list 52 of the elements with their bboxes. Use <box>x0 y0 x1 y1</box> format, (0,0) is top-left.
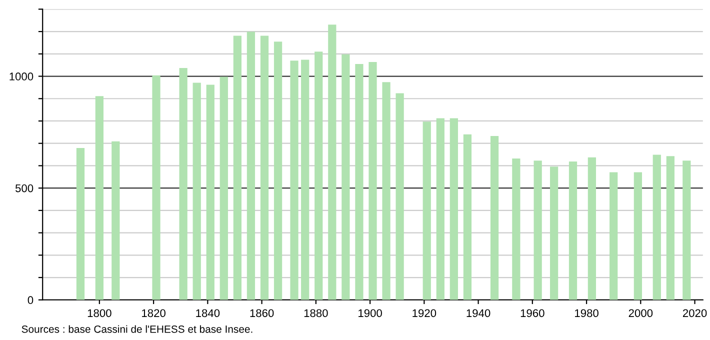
x-tick-label: 1860 <box>250 309 274 318</box>
x-tick-label: 1900 <box>358 309 382 318</box>
bar <box>436 118 444 300</box>
bar <box>422 122 431 300</box>
bar <box>290 60 298 300</box>
y-tick-label: 0 <box>28 296 34 304</box>
x-tick-label: 1840 <box>196 309 220 318</box>
y-tick-label: 1000 <box>10 72 34 80</box>
x-tick-label: 1960 <box>520 309 544 318</box>
bar <box>95 96 104 300</box>
bar <box>112 141 120 300</box>
bar <box>634 172 642 300</box>
bar <box>246 32 256 300</box>
x-tick-label: 1880 <box>304 309 328 318</box>
bar <box>314 52 323 300</box>
bar <box>463 134 472 300</box>
bar <box>568 161 578 300</box>
bar <box>220 76 228 300</box>
x-tick-label: 1920 <box>412 309 436 318</box>
bar <box>666 156 674 300</box>
bar <box>610 172 618 300</box>
bar <box>206 84 214 300</box>
bar <box>550 166 558 300</box>
bar <box>233 36 242 300</box>
x-tick-label: 2000 <box>628 309 653 318</box>
bar <box>382 82 390 300</box>
bar <box>490 136 499 300</box>
bar <box>192 82 201 300</box>
x-tick-label: 1980 <box>575 309 598 318</box>
x-tick-label: 1820 <box>142 309 166 318</box>
y-tick-label: 500 <box>15 184 34 192</box>
bar <box>682 160 691 300</box>
bar <box>512 158 520 300</box>
x-tick-label: 2020 <box>682 309 707 318</box>
bar <box>652 154 661 300</box>
bar <box>152 75 160 300</box>
bar <box>274 42 282 300</box>
bar <box>260 36 269 300</box>
bar <box>368 62 377 300</box>
bar <box>450 118 458 300</box>
bar <box>301 60 310 300</box>
bar <box>396 93 404 300</box>
bar <box>534 160 542 300</box>
bar <box>355 64 364 300</box>
bar <box>179 68 188 300</box>
bar <box>342 54 350 300</box>
x-tick-label: 1800 <box>88 309 112 318</box>
bar <box>76 148 85 300</box>
source-note: Sources : base Cassini de l'EHESS et base Insee. <box>22 325 252 333</box>
bar <box>328 24 336 300</box>
bar <box>588 157 596 300</box>
x-tick-label: 1940 <box>466 309 490 318</box>
